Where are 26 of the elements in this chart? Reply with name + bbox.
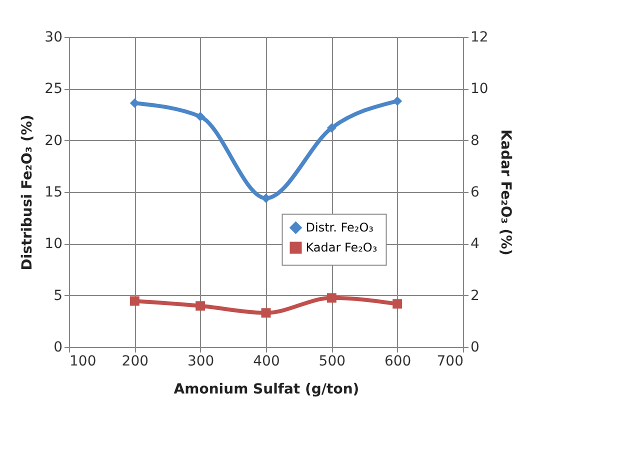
y-tick-label: 5 [54, 288, 62, 304]
y2-tick-label: 0 [470, 340, 480, 356]
y-axis-title: Distribusi Fe₂O₃ (%) [20, 114, 36, 270]
x-tick-label: 400 [253, 354, 280, 370]
y-tick-label: 30 [44, 30, 62, 46]
x-tick-label: 700 [436, 354, 464, 370]
y-tick-label: 15 [44, 184, 62, 200]
legend-label: Distr. Fe₂O₃ [306, 220, 374, 235]
x-tick-label: 500 [318, 354, 346, 370]
x-tick-label: 200 [122, 354, 149, 370]
y-tick-label: 25 [44, 81, 62, 98]
y2-tick-label: 6 [470, 184, 480, 200]
y2-tick-label: 12 [470, 30, 488, 46]
x-tick-label: 100 [70, 354, 96, 370]
x-tick-label: 600 [384, 354, 412, 370]
x-tick-label: 300 [187, 354, 214, 370]
y2-tick-label: 8 [470, 132, 480, 149]
y2-tick-label: 2 [470, 288, 480, 304]
y-tick-label: 0 [54, 340, 62, 356]
y2-tick-label: 10 [470, 81, 488, 98]
y-tick-label: 20 [44, 132, 62, 149]
y2-tick-label: 4 [470, 236, 480, 252]
y2-axis-title: Kadar Fe₂O₃ (%) [497, 130, 514, 256]
legend-label: Kadar Fe₂O₃ [306, 240, 378, 255]
y-tick-label: 10 [44, 236, 62, 252]
x-axis-title: Amonium Sulfat (g/ton) [174, 382, 360, 398]
